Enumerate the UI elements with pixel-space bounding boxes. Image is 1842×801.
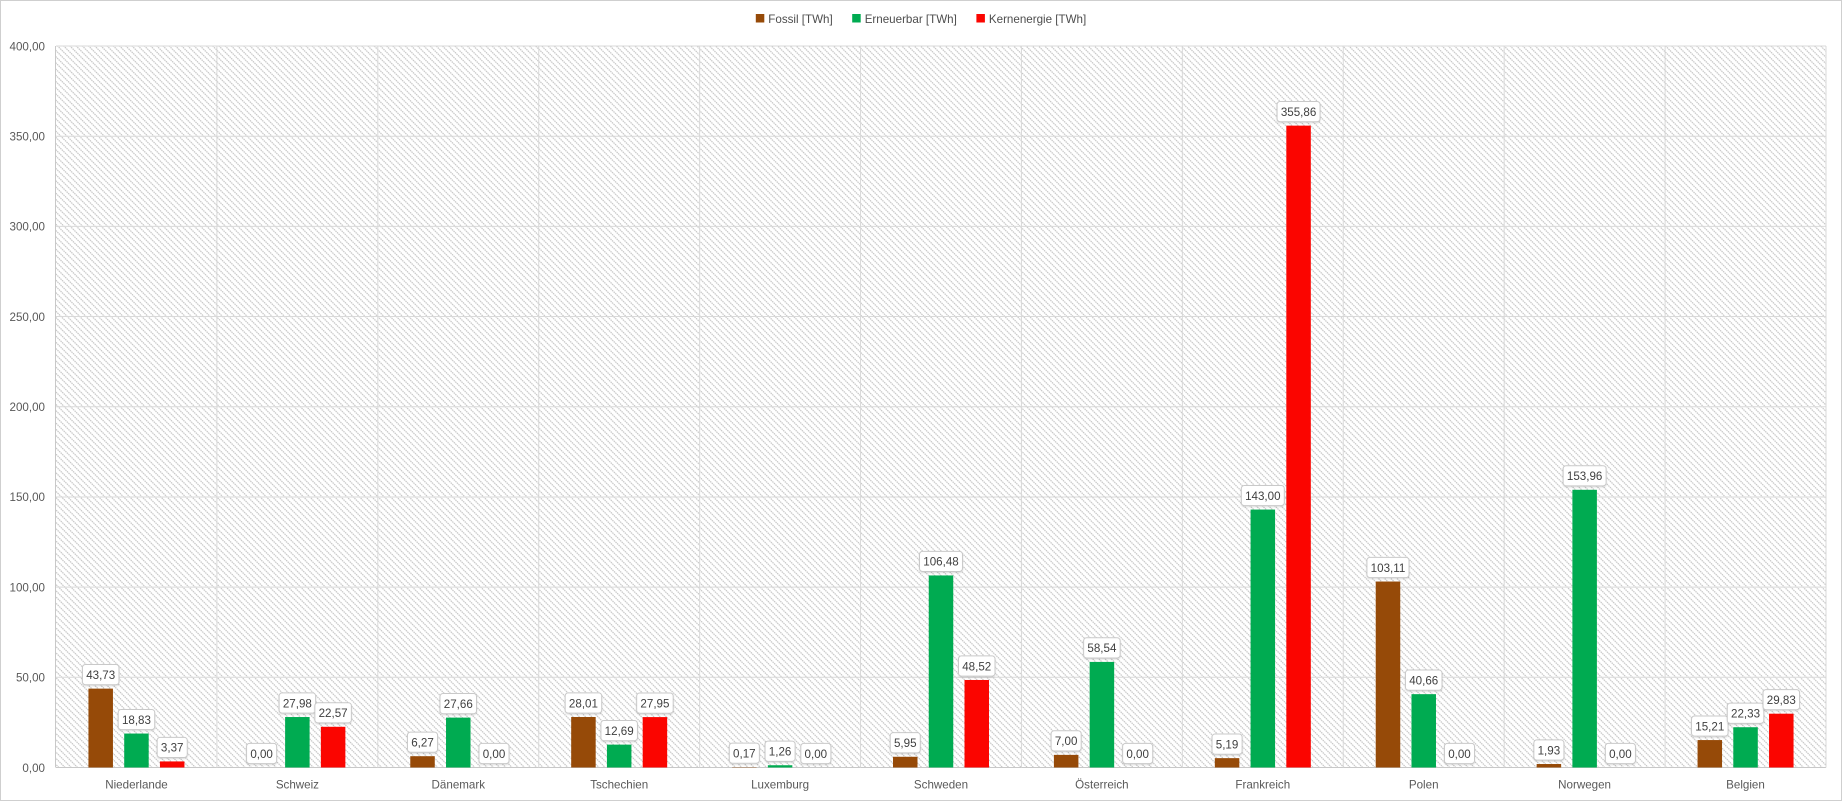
svg-text:18,83: 18,83 — [122, 714, 151, 727]
svg-text:28,01: 28,01 — [569, 697, 598, 710]
svg-text:150,00: 150,00 — [10, 491, 45, 504]
svg-text:103,11: 103,11 — [1371, 562, 1406, 575]
svg-text:Schweiz: Schweiz — [276, 778, 319, 791]
svg-text:50,00: 50,00 — [16, 672, 45, 685]
svg-text:Schweden: Schweden — [914, 778, 968, 791]
svg-text:Luxemburg: Luxemburg — [751, 778, 809, 791]
svg-text:153,96: 153,96 — [1567, 470, 1602, 483]
svg-text:5,19: 5,19 — [1216, 738, 1239, 751]
svg-text:1,26: 1,26 — [769, 746, 792, 759]
svg-text:Österreich: Österreich — [1075, 778, 1128, 791]
svg-text:Frankreich: Frankreich — [1235, 778, 1290, 791]
svg-text:0,00: 0,00 — [250, 748, 273, 761]
svg-text:6,27: 6,27 — [411, 736, 434, 749]
svg-text:0,17: 0,17 — [733, 747, 756, 760]
svg-text:Erneuerbar [TWh]: Erneuerbar [TWh] — [865, 13, 957, 26]
svg-text:Polen: Polen — [1409, 778, 1439, 791]
svg-text:200,00: 200,00 — [10, 401, 45, 414]
svg-text:250,00: 250,00 — [10, 311, 45, 324]
svg-text:Tschechien: Tschechien — [590, 778, 648, 791]
svg-text:300,00: 300,00 — [10, 221, 45, 234]
svg-text:7,00: 7,00 — [1055, 735, 1078, 748]
svg-text:40,66: 40,66 — [1409, 674, 1438, 687]
svg-text:27,98: 27,98 — [283, 697, 312, 710]
svg-text:Belgien: Belgien — [1726, 778, 1765, 791]
svg-text:0,00: 0,00 — [1448, 748, 1471, 761]
svg-text:355,86: 355,86 — [1281, 106, 1316, 119]
svg-text:27,95: 27,95 — [640, 697, 669, 710]
svg-text:43,73: 43,73 — [86, 669, 115, 682]
svg-text:58,54: 58,54 — [1087, 642, 1117, 655]
svg-text:22,57: 22,57 — [319, 707, 348, 720]
svg-text:0,00: 0,00 — [1609, 748, 1632, 761]
svg-text:0,00: 0,00 — [1126, 748, 1149, 761]
svg-text:0,00: 0,00 — [22, 762, 45, 775]
svg-text:0,00: 0,00 — [805, 748, 828, 761]
svg-text:350,00: 350,00 — [10, 130, 45, 143]
svg-text:3,37: 3,37 — [161, 742, 184, 755]
svg-text:100,00: 100,00 — [10, 581, 45, 594]
svg-text:22,33: 22,33 — [1731, 708, 1760, 721]
svg-text:400,00: 400,00 — [10, 40, 45, 53]
svg-text:Dänemark: Dänemark — [432, 778, 486, 791]
svg-text:Niederlande: Niederlande — [105, 778, 168, 791]
svg-text:1,93: 1,93 — [1538, 744, 1561, 757]
svg-text:29,83: 29,83 — [1767, 694, 1796, 707]
svg-text:0,00: 0,00 — [483, 748, 506, 761]
svg-text:48,52: 48,52 — [962, 660, 991, 673]
svg-text:143,00: 143,00 — [1245, 490, 1280, 503]
svg-text:Fossil [TWh]: Fossil [TWh] — [768, 13, 832, 26]
svg-text:Kernenergie [TWh]: Kernenergie [TWh] — [989, 13, 1086, 26]
svg-text:5,95: 5,95 — [894, 737, 917, 750]
svg-text:Norwegen: Norwegen — [1558, 778, 1611, 791]
svg-text:27,66: 27,66 — [444, 698, 473, 711]
svg-text:106,48: 106,48 — [923, 556, 958, 569]
svg-text:12,69: 12,69 — [605, 725, 634, 738]
svg-text:15,21: 15,21 — [1695, 720, 1724, 733]
